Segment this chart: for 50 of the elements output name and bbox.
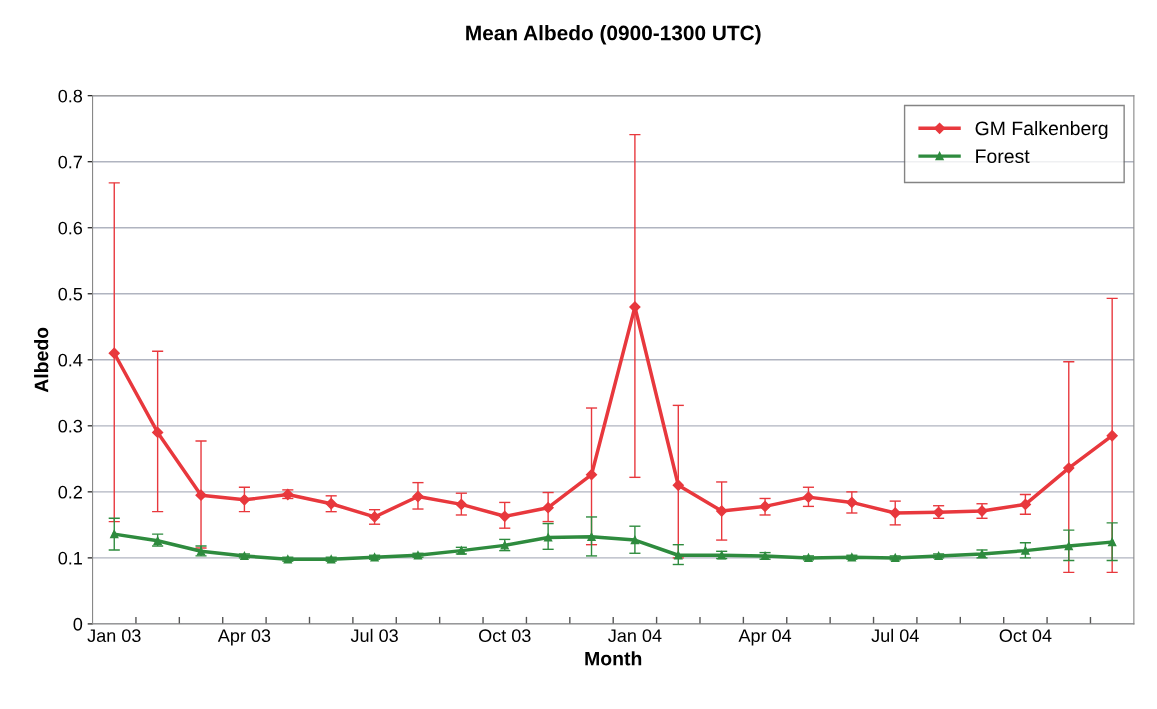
x-tick-label: Jul 04 <box>871 628 919 643</box>
x-tick-label: Oct 04 <box>999 629 1052 643</box>
point <box>542 502 554 514</box>
y-tick-label: 0.1 <box>58 551 82 565</box>
point <box>1063 462 1075 474</box>
x-tick-label: Jan 04 <box>608 629 662 643</box>
point <box>283 555 292 564</box>
legend-label: Forest <box>976 149 1030 164</box>
y-tick-label: 0.3 <box>58 419 83 433</box>
point <box>1064 541 1073 551</box>
point <box>889 507 901 519</box>
x-tick-label: Apr 03 <box>217 629 271 646</box>
y-tick-label: 0.2 <box>58 485 82 499</box>
point <box>891 553 900 563</box>
point <box>152 426 164 439</box>
point <box>499 510 511 522</box>
y-tick-label: 0 <box>73 617 83 631</box>
point <box>672 479 684 491</box>
point <box>412 490 424 503</box>
chart-title: Mean Albedo (0900-1300 UTC) <box>466 25 761 45</box>
x-tick-label: Oct 03 <box>479 629 531 643</box>
point <box>1021 546 1030 555</box>
legend-label: GM Falkenberg <box>975 120 1108 140</box>
y-tick-label: 0.6 <box>58 221 83 235</box>
point <box>110 529 119 539</box>
point <box>543 533 553 542</box>
point <box>846 496 858 509</box>
point <box>759 500 771 512</box>
point <box>674 551 683 560</box>
point <box>1019 498 1031 511</box>
x-tick-label: Jul 03 <box>350 628 398 643</box>
point <box>455 498 467 511</box>
point <box>1107 537 1117 547</box>
point <box>587 532 596 541</box>
point <box>108 347 120 359</box>
y-axis-title: Albedo <box>34 327 49 393</box>
y-tick-label: 0.8 <box>58 89 83 103</box>
point <box>1106 430 1118 442</box>
y-tick-label: 0.4 <box>58 353 83 367</box>
y-tick-label: 0.5 <box>58 287 83 301</box>
y-tick-label: 0.7 <box>58 155 82 169</box>
point <box>630 535 640 545</box>
point <box>327 555 336 564</box>
point <box>195 489 207 501</box>
point <box>716 505 728 517</box>
point <box>585 469 598 481</box>
x-tick-label: Apr 04 <box>738 629 792 646</box>
x-axis-title: Month <box>585 651 642 666</box>
x-tick-label: Jan 03 <box>87 629 141 643</box>
point <box>802 491 815 503</box>
